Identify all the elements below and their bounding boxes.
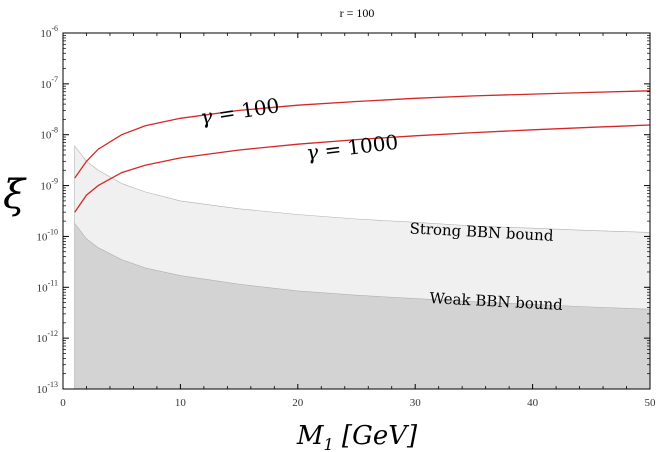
y-tick-exponent: -12 [47, 329, 58, 338]
y-tick-exponent: -9 [51, 177, 58, 186]
y-tick-base: 10 [40, 130, 52, 142]
axis-ticks: 0 10 20 30 40 5010-1310-1210-1110-1010-910-81… [36, 24, 656, 409]
y-tick-exponent: -11 [48, 278, 58, 287]
x-axis-subscript: 1 [323, 435, 333, 452]
x-tick-label: 50 [645, 397, 657, 409]
y-tick-label: 10-9 [40, 177, 58, 193]
y-tick-base: 10 [37, 282, 49, 294]
y-tick-base: 10 [40, 79, 52, 91]
gamma-1000-curve [74, 124, 651, 213]
y-tick-label: 10-8 [40, 126, 58, 142]
x-tick-label: 20 [292, 397, 304, 409]
x-tick-label: 30 [410, 397, 422, 409]
gamma-1000-label: γ = 1000 [305, 130, 400, 165]
y-tick-base: 10 [36, 231, 48, 243]
gamma-100-curve [74, 90, 651, 179]
y-tick-base: 10 [36, 333, 48, 345]
x-axis-title: M1 [GeV] [296, 421, 418, 452]
y-axis-title: ξ [3, 172, 27, 218]
gamma-value: = 1000 [317, 130, 400, 164]
y-tick-exponent: -13 [47, 380, 58, 389]
plot-frame [62, 32, 651, 390]
y-tick-label: 10-7 [40, 75, 58, 91]
gamma-100-label: γ = 100 [199, 93, 281, 129]
x-tick-label: 10 [175, 397, 187, 409]
bound-regions [74, 145, 651, 390]
x-tick-label: 40 [527, 397, 539, 409]
y-tick-base: 10 [40, 181, 52, 193]
y-tick-exponent: -10 [47, 227, 58, 236]
y-tick-label: 10-13 [36, 380, 58, 396]
y-tick-exponent: -7 [51, 75, 58, 84]
gamma-symbol: γ [199, 104, 215, 130]
y-tick-exponent: -8 [51, 126, 58, 135]
gamma-value: = 100 [210, 93, 281, 127]
y-tick-label: 10-11 [37, 278, 58, 294]
gamma-symbol: γ [305, 140, 320, 165]
gamma-curves [74, 90, 651, 213]
x-axis-unit: [GeV] [334, 421, 418, 451]
y-tick-label: 10-10 [36, 227, 58, 243]
y-tick-label: 10-12 [36, 329, 58, 345]
y-tick-label: 10-6 [40, 24, 58, 40]
x-tick-label: 0 [60, 397, 66, 409]
weak-bbn-region [74, 222, 651, 390]
y-tick-base: 10 [36, 384, 48, 396]
x-axis-symbol: M [296, 421, 325, 451]
y-tick-base: 10 [40, 28, 52, 40]
chart-title: r = 100 [340, 6, 375, 20]
y-tick-exponent: -6 [51, 24, 58, 33]
